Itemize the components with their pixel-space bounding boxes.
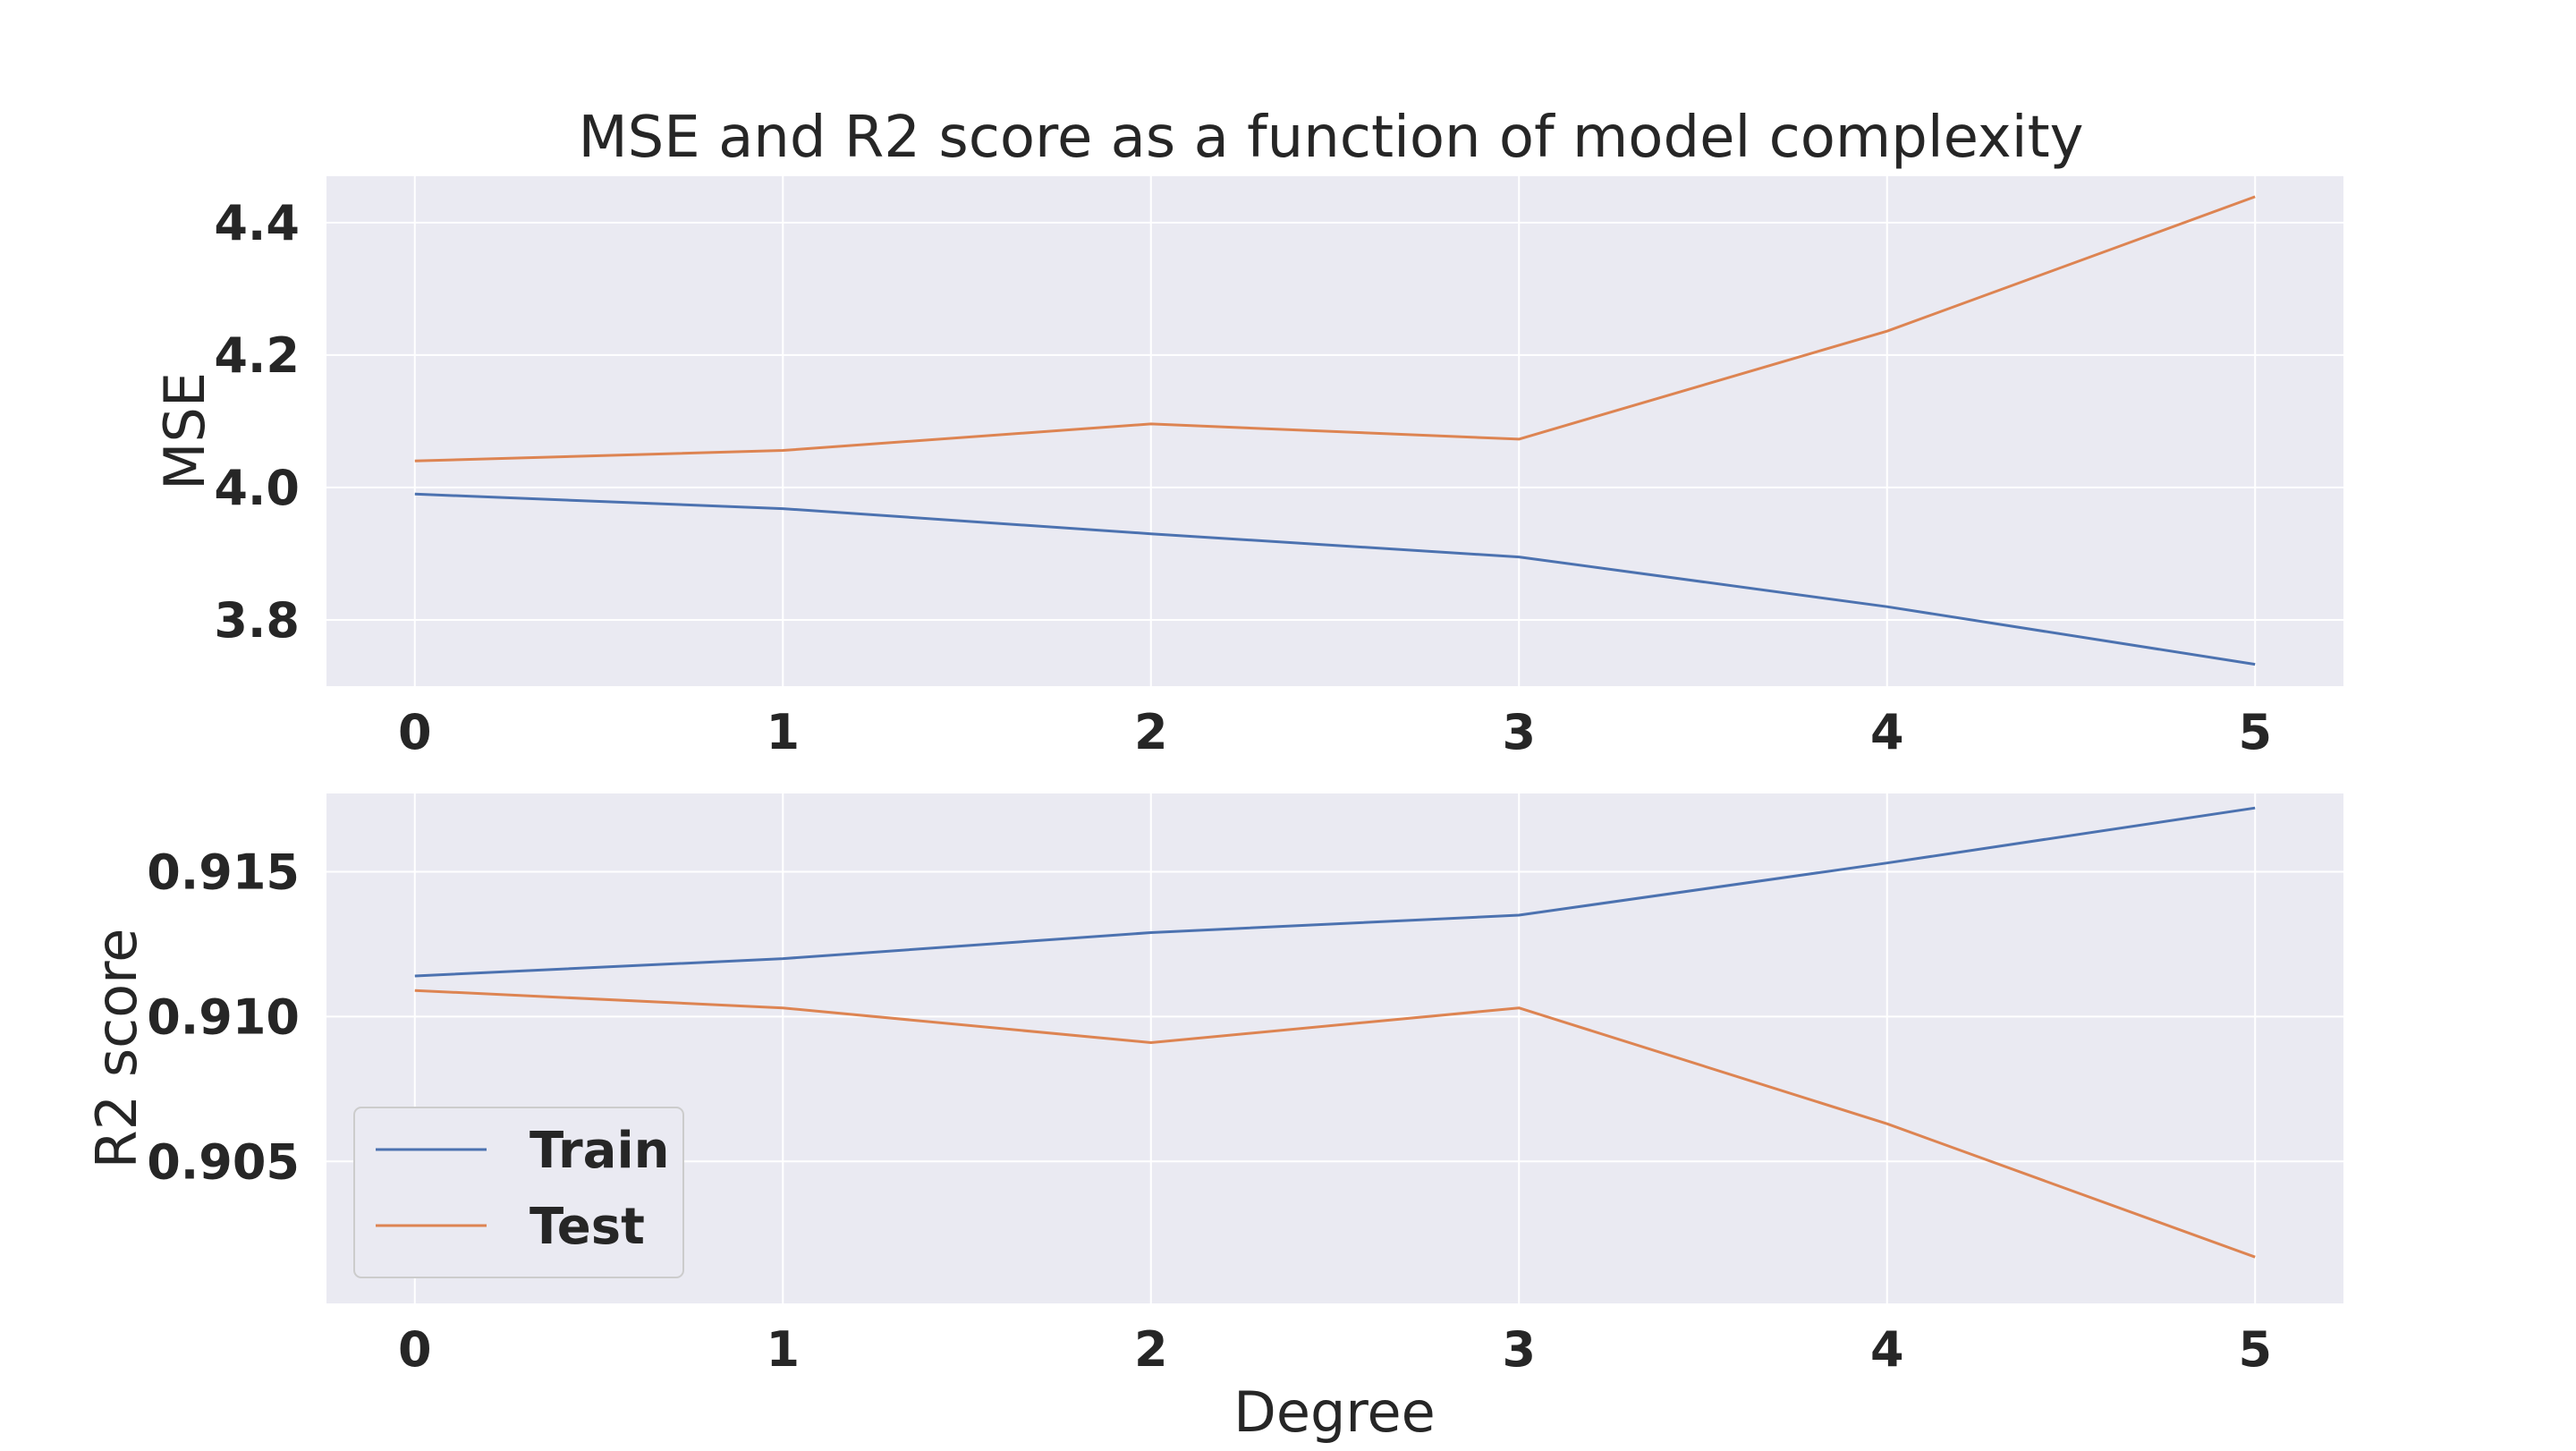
y-tick-label-0: 3.8 bbox=[214, 592, 300, 649]
x-tick-label-3: 3 bbox=[1502, 704, 1536, 760]
x-tick-label-5: 5 bbox=[2238, 1321, 2272, 1378]
x-tick-label-1: 1 bbox=[766, 704, 800, 760]
y-tick-label-1: 4.0 bbox=[214, 460, 300, 516]
x-tick-label-2: 2 bbox=[1134, 704, 1168, 760]
bottom-panel-r2: 0.905 0.910 0.915 0 1 2 3 4 5 R2 score Degree T… bbox=[84, 793, 2343, 1445]
bottom-y-tick-labels: 0.905 0.910 0.915 bbox=[147, 844, 300, 1190]
x-tick-label-4: 4 bbox=[1870, 1321, 1904, 1378]
legend-label-test: Test bbox=[530, 1198, 645, 1256]
bottom-x-tick-labels: 0 1 2 3 4 5 bbox=[398, 1321, 2272, 1378]
y-tick-label-0: 0.905 bbox=[147, 1133, 300, 1190]
series-line-train bbox=[414, 492, 2256, 666]
legend: Train Test bbox=[353, 1107, 684, 1278]
bottom-series-lines bbox=[414, 806, 2256, 1259]
x-tick-label-0: 0 bbox=[398, 704, 432, 760]
top-grid bbox=[326, 176, 2343, 686]
x-axis-label: Degree bbox=[1233, 1379, 1436, 1445]
x-tick-label-4: 4 bbox=[1870, 704, 1904, 760]
y-tick-label-3: 4.4 bbox=[214, 195, 300, 251]
series-line-test bbox=[414, 989, 2256, 1259]
bottom-y-axis-label: R2 score bbox=[84, 929, 149, 1169]
y-tick-label-2: 0.915 bbox=[147, 844, 300, 900]
series-line-test bbox=[414, 195, 2256, 462]
x-tick-label-0: 0 bbox=[398, 1321, 432, 1378]
x-tick-label-5: 5 bbox=[2238, 704, 2272, 760]
top-series-lines bbox=[414, 195, 2256, 666]
legend-label-train: Train bbox=[530, 1122, 670, 1180]
top-x-tick-labels: 0 1 2 3 4 5 bbox=[398, 704, 2272, 760]
y-tick-label-2: 4.2 bbox=[214, 327, 300, 384]
x-tick-label-3: 3 bbox=[1502, 1321, 1536, 1378]
y-tick-label-1: 0.910 bbox=[147, 989, 300, 1045]
series-line-train bbox=[414, 806, 2256, 978]
top-y-tick-labels: 3.8 4.0 4.2 4.4 bbox=[214, 195, 300, 649]
x-tick-label-1: 1 bbox=[766, 1321, 800, 1378]
top-panel-mse: 3.8 4.0 4.2 4.4 0 1 2 3 4 5 MSE bbox=[152, 176, 2343, 760]
chart-title: MSE and R2 score as a function of model … bbox=[578, 105, 2083, 171]
x-tick-label-2: 2 bbox=[1134, 1321, 1168, 1378]
top-y-axis-label: MSE bbox=[152, 372, 217, 490]
